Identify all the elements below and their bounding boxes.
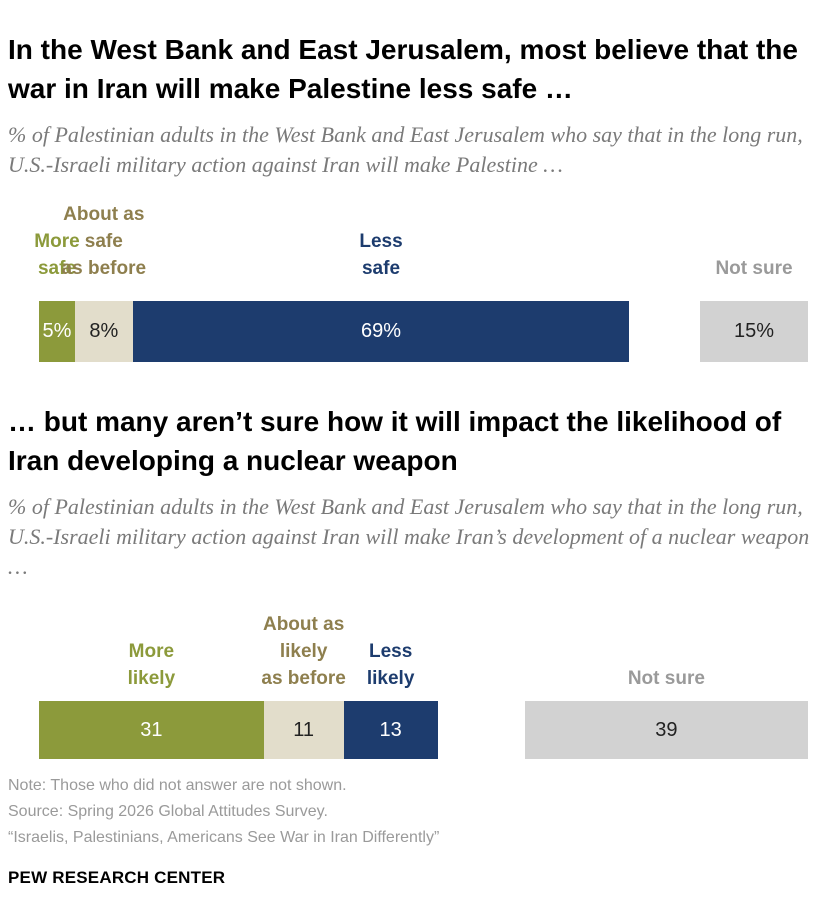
category-label-about-as-likely-as-before: About as likely as before	[261, 611, 345, 692]
category-label-more-likely: More likely	[128, 638, 176, 692]
chart-title-2: … but many aren’t sure how it will impac…	[8, 406, 782, 476]
category-label-line: Less	[368, 641, 413, 662]
footnote: Note: Those who did not answer are not s…	[8, 777, 347, 794]
data-label: 31	[140, 718, 163, 741]
category-label-line: About as	[262, 614, 345, 635]
category-label-line: More	[128, 641, 175, 662]
category-label-line: safe	[361, 258, 401, 279]
category-label-line: Not sure	[715, 258, 793, 279]
chart-subtitle-2: % of Palestinian adults in the West Bank…	[8, 494, 810, 579]
bar-segment-less-likely: 13	[343, 701, 438, 759]
category-label-line: as before	[261, 668, 346, 689]
source-line: Source: Spring 2026 Global Attitudes Sur…	[8, 803, 328, 820]
data-label: 11	[293, 718, 314, 741]
bar-segment-more-likely: 31	[39, 701, 264, 759]
category-label-line: safe	[84, 231, 123, 252]
chart-subtitle-1: % of Palestinian adults in the West Bank…	[8, 122, 803, 177]
category-label-more-safe: More safe	[34, 228, 79, 282]
category-label-not-sure: Not sure	[715, 255, 792, 282]
data-label: 69%	[360, 320, 401, 342]
bar-segment-less-safe: 69%	[132, 301, 630, 362]
data-label: 13	[379, 718, 402, 741]
data-label: 39	[655, 718, 678, 741]
category-label-line: likely	[366, 668, 415, 689]
category-label-line: About as	[63, 204, 145, 225]
category-label-not-sure: Not sure	[628, 665, 705, 692]
category-label-line: More	[34, 231, 80, 252]
category-label-line: Less	[359, 231, 403, 252]
bar-segment-not-sure: 15%	[700, 301, 808, 362]
category-label-about-as-safe-as-before: About as safe as before	[62, 201, 146, 282]
category-label-line: as before	[61, 258, 147, 279]
brand-logo-text: PEW RESEARCH CENTER	[8, 868, 226, 887]
category-label-line: likely	[279, 641, 328, 662]
bar-segment-about-as-likely-as-before: 11	[263, 701, 344, 759]
data-label: 5%	[42, 320, 72, 342]
category-label-line: likely	[127, 668, 176, 689]
data-label: 8%	[89, 320, 119, 342]
chart-title-1: In the West Bank and East Jerusalem, mos…	[8, 34, 798, 104]
category-label-less-safe: Less safe	[359, 228, 402, 282]
report-title: “Israelis, Palestinians, Americans See W…	[8, 829, 440, 846]
bar-segment-not-sure: 39	[525, 701, 808, 759]
data-label: 15%	[733, 320, 775, 342]
category-label-line: safe	[37, 258, 77, 279]
category-label-line: Not sure	[627, 668, 705, 689]
category-label-less-likely: Less likely	[367, 638, 415, 692]
bar-segment-more-safe: 5%	[39, 301, 75, 362]
bar-segment-about-as-safe-as-before: 8%	[75, 301, 133, 362]
